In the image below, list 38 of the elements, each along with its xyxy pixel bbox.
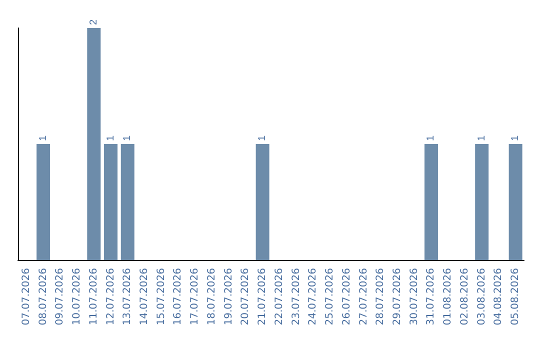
data-label: 2 (88, 19, 100, 25)
x-tick-label: 26.07.2026 (341, 268, 352, 326)
x-tick-label: 22.07.2026 (274, 268, 285, 326)
data-label: 1 (476, 135, 488, 141)
x-tick-label: 31.07.2026 (426, 268, 437, 326)
x-tick-label: 19.07.2026 (223, 268, 234, 326)
x-tick-label: 21.07.2026 (257, 268, 268, 326)
x-tick-label: 12.07.2026 (105, 268, 116, 326)
data-label: 1 (510, 135, 522, 141)
x-tick-label: 29.07.2026 (392, 268, 403, 326)
x-tick-label: 05.08.2026 (510, 268, 522, 326)
x-tick-label: 01.08.2026 (442, 268, 454, 326)
x-tick-label: 17.07.2026 (190, 268, 201, 326)
x-tick-label: 27.07.2026 (358, 268, 370, 326)
x-tick-label: 07.07.2026 (20, 268, 32, 326)
data-label: 1 (257, 135, 268, 141)
x-tick-label: 14.07.2026 (139, 268, 150, 326)
x-tick-label: 30.07.2026 (408, 268, 420, 326)
x-tick-label: 11.07.2026 (88, 268, 100, 326)
x-tick-label: 03.08.2026 (476, 268, 488, 326)
data-label: 1 (38, 135, 49, 141)
x-tick-label: 28.07.2026 (375, 268, 386, 326)
x-tick-label: 18.07.2026 (206, 268, 218, 326)
x-tick-label: 20.07.2026 (240, 268, 252, 326)
x-tick-label: 15.07.2026 (156, 268, 167, 326)
data-label: 1 (105, 135, 116, 141)
x-tick-label: 02.08.2026 (459, 268, 470, 326)
x-tick-label: 23.07.2026 (290, 268, 302, 326)
x-tick-label: 10.07.2026 (72, 268, 83, 326)
x-tick-label: 13.07.2026 (122, 268, 134, 326)
x-tick-label: 16.07.2026 (172, 268, 184, 326)
data-label: 1 (426, 135, 437, 141)
x-tick-label: 09.07.2026 (54, 268, 66, 326)
data-label: 1 (122, 135, 134, 141)
x-tick-label: 08.07.2026 (38, 268, 49, 326)
x-tick-label: 25.07.2026 (324, 268, 336, 326)
x-tick-label: 24.07.2026 (308, 268, 319, 326)
x-tick-label: 04.08.2026 (493, 268, 504, 326)
